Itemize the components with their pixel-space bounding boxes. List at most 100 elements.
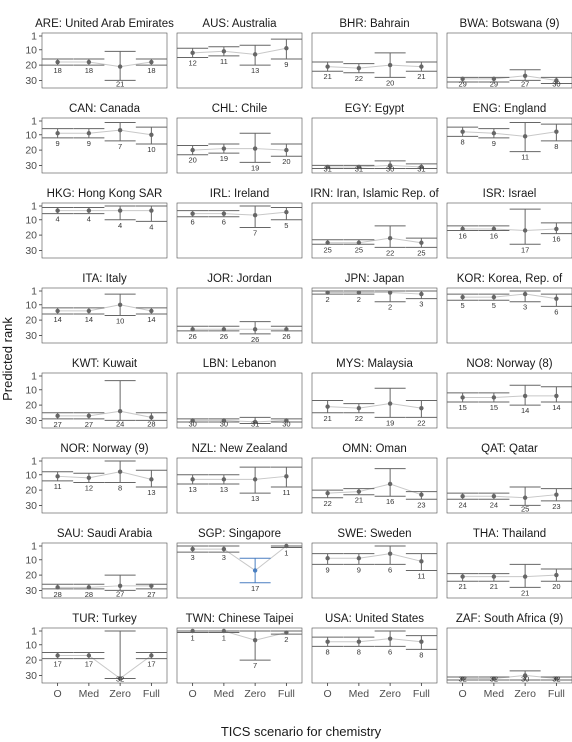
rank-point [491,676,497,681]
rank-label: 17 [53,660,61,669]
panel: QAT: Qatar 24 24 25 23 [446,443,572,514]
panel-frame [446,32,572,89]
rank-point [55,208,60,213]
panel-title: ENG: England [473,103,547,115]
panel-frame [446,457,572,514]
rank-label: 7 [118,142,122,151]
rank-point [522,228,528,233]
rank-label: 27 [53,420,61,429]
rank-label: 9 [492,139,496,148]
rank-point [325,490,330,496]
rank-point [284,630,289,635]
rank-point [221,49,227,54]
panel-title: IRN: Iran, Islamic Rep. of [310,188,439,200]
y-tick-label: 1 [31,456,37,468]
rank-point [491,395,497,400]
y-tick-label: 1 [31,626,37,638]
y-tick-label: 30 [25,330,37,342]
panel-frame [446,117,572,174]
panel-frame [446,627,572,684]
rank-point [117,676,123,681]
rank-label: 10 [116,317,124,326]
connector-line [462,131,557,137]
y-tick-label: 10 [25,129,37,141]
rank-label: 21 [323,72,331,81]
y-tick-label: 10 [25,639,37,651]
rank-label: 26 [220,332,228,341]
y-tick-label: 30 [25,75,37,87]
rank-label: 2 [357,295,361,304]
panel-frame [41,457,168,514]
rank-label: 8 [357,647,361,656]
rank-label: 14 [552,403,560,412]
rank-label: 24 [458,500,466,509]
panel-title: OMN: Oman [342,443,407,455]
panel-frame [176,542,303,599]
connector-line [57,585,152,588]
connector-line [57,655,152,680]
connector-line [57,410,152,418]
panel: EGY: Egypt 31 31 30 31 [311,103,438,174]
rank-point [149,132,154,137]
rank-point [117,409,123,414]
rank-point [252,419,258,425]
y-tick-label: 20 [25,655,37,667]
panel-frame [311,542,438,599]
x-tick-label: Full [143,688,160,700]
rank-label: 6 [554,307,558,316]
rank-point [460,294,465,300]
rank-point [149,653,154,658]
rank-label: 21 [490,582,498,591]
x-tick-label: Med [349,688,370,700]
rank-point [149,208,154,213]
panel-frame [41,542,168,599]
rank-label: 19 [220,154,228,163]
rank-point [554,129,559,134]
panel: IRN: Iran, Islamic Rep. of 25 25 22 25 [310,188,440,259]
rank-label: 15 [458,403,466,412]
y-tick-label: 20 [25,400,37,412]
rank-label: 4 [56,215,60,224]
x-tick-label: O [324,688,332,700]
rank-point [554,78,559,83]
rank-label: 4 [87,215,91,224]
panel-title: CHL: Chile [212,103,268,115]
rank-label: 32 [116,675,124,684]
panel: TUR: Turkey 110 20 30 17 17 32 17 O Med Zero Full [25,613,168,700]
rank-label: 30 [521,675,529,684]
panel-frame [176,457,303,514]
y-tick-label: 30 [25,415,37,427]
panel-title: USA: United States [325,613,424,625]
panel-frame [446,202,572,259]
connector-line [462,395,557,398]
rank-label: 31 [355,165,363,174]
connector-line [462,574,557,578]
panel-frame [41,117,168,174]
y-tick-label: 30 [25,585,37,597]
panel-frame [311,202,438,259]
panel-title: BWA: Botswana (9) [460,18,560,30]
panel-title: TWN: Chinese Taipei [186,613,294,625]
connector-line [192,475,287,480]
rank-point [252,52,258,57]
panel-frame [311,372,438,429]
rank-label: 22 [355,414,363,423]
rank-label: 30 [188,420,196,429]
rank-label: 15 [490,403,498,412]
panel-title: JOR: Jordan [207,273,272,285]
rank-point [190,418,195,423]
rank-label: 27 [521,80,529,89]
rank-point [356,65,362,71]
rank-label: 27 [116,590,124,599]
rank-point [252,637,258,643]
rank-point [149,308,154,314]
connector-line [57,304,152,312]
rank-point [460,76,465,82]
panel-frame [446,372,572,429]
rank-point [356,489,362,494]
y-tick-label: 1 [31,31,37,43]
y-tick-label: 1 [31,286,37,298]
rank-point [86,208,92,213]
